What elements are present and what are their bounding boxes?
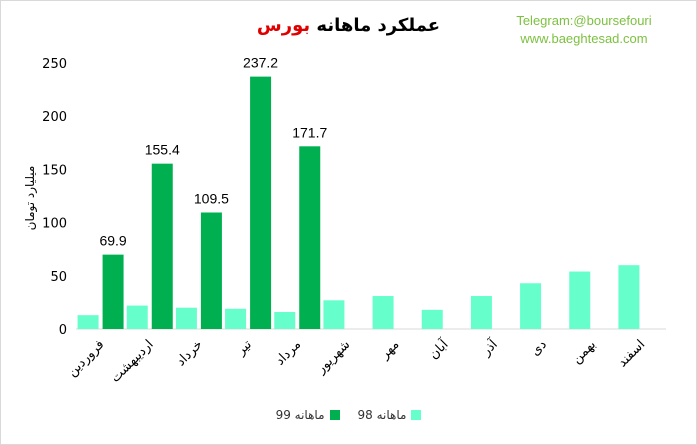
data-label-99-2: 155.4 xyxy=(145,142,180,158)
legend-label-98: ماهانه 98 xyxy=(357,408,407,422)
bar-98-11 xyxy=(569,271,591,329)
bar-99-3 xyxy=(200,212,222,329)
data-label-99-3: 109.5 xyxy=(194,190,229,206)
bar-98-10 xyxy=(520,283,542,329)
telegram-handle: Telegram:@boursefouri xyxy=(516,13,652,28)
data-label-99-5: 171.7 xyxy=(292,124,327,140)
website-url: www.baeghtesad.com xyxy=(520,31,648,46)
x-tick-label-7: مهر xyxy=(377,337,403,363)
y-tick-label: 100 xyxy=(42,217,67,232)
bar-98-3 xyxy=(175,307,197,329)
y-tick-label: 50 xyxy=(50,270,67,285)
x-tick-label-5: مرداد xyxy=(273,337,304,368)
bar-98-12 xyxy=(618,265,640,329)
bar-99-1 xyxy=(102,254,124,329)
x-tick-label-4: تیر xyxy=(233,337,255,359)
bar-98-1 xyxy=(77,315,99,329)
y-tick-label: 0 xyxy=(59,323,67,338)
x-tick-label-2: اردیبهشت xyxy=(108,337,156,385)
legend-item-99: ماهانه 99 xyxy=(276,408,340,422)
x-tick-label-8: آبان xyxy=(425,335,453,363)
chart-title-accent: بورس xyxy=(256,15,311,36)
bar-98-9 xyxy=(470,296,492,329)
bar-98-2 xyxy=(126,305,148,329)
x-tick-label-1: فروردین xyxy=(65,337,108,380)
y-tick-label: 150 xyxy=(42,163,67,178)
bar-99-4 xyxy=(250,76,272,329)
chart-legend: ماهانه 98 ماهانه 99 xyxy=(1,408,696,422)
bar-chart: 0 50 100 150 200 250 69.9 فروردین 155.4 اردیبهشت 1… xyxy=(42,55,666,386)
chart-title: عملکرد ماهانه بورس xyxy=(1,15,696,36)
data-label-99-1: 69.9 xyxy=(99,233,126,249)
data-label-99-4: 237.2 xyxy=(243,55,278,71)
x-tick-label-6: شهریور xyxy=(313,337,353,377)
bar-98-8 xyxy=(421,309,443,329)
legend-item-98: ماهانه 98 xyxy=(358,408,422,422)
x-tick-label-9: آذر xyxy=(477,335,502,360)
legend-swatch-98 xyxy=(411,410,422,420)
y-tick-label: 200 xyxy=(42,110,67,125)
legend-label-99: ماهانه 99 xyxy=(275,408,325,422)
bar-99-5 xyxy=(299,146,321,329)
bar-98-7 xyxy=(372,296,394,329)
bar-98-6 xyxy=(323,300,345,329)
x-tick-label-10: دی xyxy=(528,337,550,359)
legend-swatch-99 xyxy=(329,410,340,420)
bar-98-4 xyxy=(225,308,247,329)
bar-98-5 xyxy=(274,311,296,329)
bar-99-2 xyxy=(151,163,173,329)
x-tick-label-11: بهمن xyxy=(569,337,599,367)
chart-title-main: عملکرد ماهانه xyxy=(316,15,441,36)
y-tick-label: 250 xyxy=(42,57,67,72)
x-tick-label-12: اسفند xyxy=(615,337,648,370)
x-tick-label-3: خرداد xyxy=(174,337,206,369)
